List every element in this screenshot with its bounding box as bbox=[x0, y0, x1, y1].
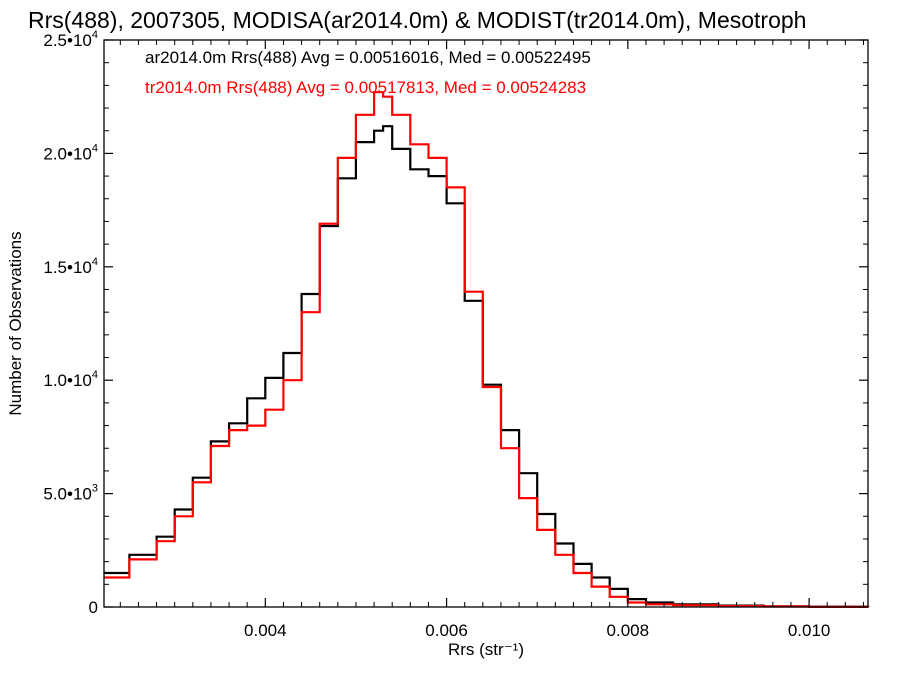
data-point bbox=[500, 447, 502, 450]
data-point bbox=[246, 424, 248, 427]
data-point bbox=[445, 202, 448, 205]
data-point bbox=[427, 157, 430, 159]
data-point bbox=[173, 515, 176, 518]
data-point bbox=[300, 311, 303, 313]
data-point bbox=[128, 558, 131, 561]
x-axis-label: Rrs (str⁻¹) bbox=[448, 640, 524, 659]
data-point bbox=[427, 175, 430, 177]
data-point bbox=[264, 408, 267, 411]
y-tick-label: 0 bbox=[89, 598, 98, 617]
plot-frame bbox=[103, 39, 869, 608]
legend-entry-tr2014: tr2014.0m Rrs(488) Avg = 0.00517813, Med… bbox=[145, 78, 586, 97]
data-point bbox=[382, 125, 384, 127]
series-line-1 bbox=[104, 91, 870, 608]
y-tick-mantissa: 5.0•10 bbox=[43, 485, 92, 504]
data-point bbox=[282, 352, 285, 354]
y-tick-mantissa: 0 bbox=[89, 598, 98, 617]
x-tick-label: 0.006 bbox=[425, 621, 468, 640]
data-point bbox=[391, 114, 393, 116]
y-tick-label: 2.0•104 bbox=[43, 142, 98, 163]
data-point bbox=[282, 379, 285, 382]
data-point bbox=[373, 129, 375, 132]
y-tick-exponent: 4 bbox=[92, 142, 98, 154]
data-point bbox=[155, 535, 158, 538]
y-tick-exponent: 4 bbox=[92, 29, 98, 41]
data-point bbox=[246, 397, 248, 400]
y-tick-exponent: 3 bbox=[92, 483, 98, 495]
y-tick-mantissa: 1.5•10 bbox=[43, 258, 92, 277]
data-point bbox=[210, 445, 212, 447]
y-tick-mantissa: 1.0•10 bbox=[43, 371, 92, 390]
data-point bbox=[608, 595, 611, 598]
data-point bbox=[554, 554, 557, 556]
data-point bbox=[572, 572, 575, 574]
data-point bbox=[409, 143, 412, 146]
data-point bbox=[228, 429, 230, 431]
series-0 bbox=[103, 125, 870, 608]
axis-ticks: 0.004 0.006 0.008 0.01005.0•1031.0•1041.5•1… bbox=[43, 29, 868, 640]
data-point bbox=[482, 386, 484, 388]
data-point bbox=[463, 290, 466, 293]
series-line-0 bbox=[104, 125, 870, 608]
series-1 bbox=[103, 91, 870, 608]
data-point bbox=[391, 148, 393, 150]
data-point bbox=[536, 529, 539, 531]
legend-entry-ar2014: ar2014.0m Rrs(488) Avg = 0.00516016, Med… bbox=[145, 48, 591, 67]
data-point bbox=[409, 168, 412, 171]
data-point bbox=[672, 604, 674, 606]
data-point bbox=[318, 222, 321, 225]
data-point bbox=[463, 300, 466, 302]
y-tick-label: 5.0•103 bbox=[43, 483, 98, 504]
y-axis-label: Number of Observations bbox=[6, 231, 25, 415]
data-point bbox=[192, 476, 194, 479]
data-point bbox=[300, 293, 303, 295]
data-point bbox=[382, 95, 384, 98]
data-point bbox=[128, 554, 131, 556]
data-point bbox=[337, 157, 339, 159]
x-tick-label: 0.010 bbox=[788, 621, 831, 640]
data-point bbox=[155, 540, 158, 543]
data-point bbox=[210, 440, 212, 443]
x-tick-label: 0.004 bbox=[244, 621, 287, 640]
y-tick-label: 1.5•104 bbox=[43, 256, 98, 277]
data-point bbox=[445, 186, 448, 189]
data-point bbox=[355, 114, 357, 116]
series-layer bbox=[103, 91, 870, 608]
data-point bbox=[264, 377, 267, 379]
data-point bbox=[373, 91, 375, 93]
y-tick-mantissa: 2.0•10 bbox=[43, 144, 92, 163]
data-point bbox=[173, 508, 176, 511]
data-point bbox=[228, 422, 230, 425]
data-point bbox=[518, 497, 520, 499]
y-tick-exponent: 4 bbox=[92, 256, 98, 268]
y-tick-mantissa: 2.5•10 bbox=[43, 31, 92, 50]
x-tick-label: 0.008 bbox=[607, 621, 650, 640]
y-tick-label: 1.0•104 bbox=[43, 369, 98, 390]
y-tick-label: 2.5•104 bbox=[43, 29, 98, 50]
data-point bbox=[590, 585, 593, 588]
y-tick-exponent: 4 bbox=[92, 369, 98, 381]
chart-title: Rrs(488), 2007305, MODISA(ar2014.0m) & M… bbox=[28, 7, 806, 33]
data-point bbox=[192, 481, 194, 484]
